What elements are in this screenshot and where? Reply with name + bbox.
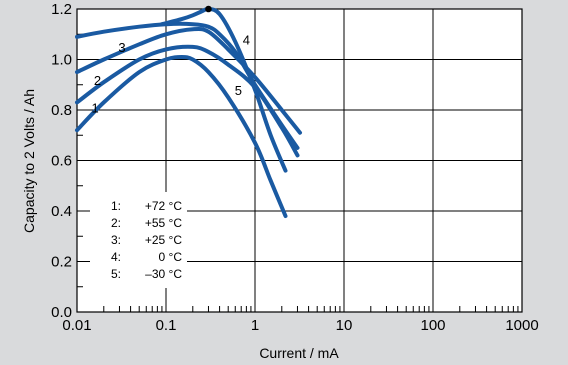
y-axis-label: Capacity to 2 Volts / Ah	[21, 89, 37, 233]
legend: 1: +72 °C 2: +55 °C 3: +25 °C 4: 0 °C 5: –30 °C	[90, 192, 187, 288]
y-tick-labels: 0.0 0.2 0.4 0.6 0.8 1.0 1.2	[51, 1, 72, 321]
curve-label-5: 5	[235, 83, 242, 98]
plot-frame	[76, 8, 523, 313]
x-tick-label: 100	[420, 317, 445, 334]
y-tick-label: 0.8	[51, 102, 72, 119]
curve-label-4: 4	[243, 32, 250, 47]
curve-label-1: 1	[92, 101, 99, 116]
series-line-4	[75, 21, 300, 150]
series-line-5	[159, 6, 288, 173]
y-tick-label: 1.0	[51, 52, 72, 69]
minor-ticks	[77, 33, 519, 312]
legend-entry-id: 5:	[111, 267, 121, 281]
x-tick-label: 0.1	[156, 317, 177, 334]
legend-entry-id: 1:	[111, 199, 121, 213]
series-group	[75, 6, 302, 218]
legend-entry-id: 3:	[111, 233, 121, 247]
legend-entry-id: 2:	[111, 216, 121, 230]
legend-entry-value: +25 °C	[145, 233, 182, 247]
x-tick-label: 10	[336, 317, 353, 334]
y-tick-label: 0.2	[51, 254, 72, 271]
x-tick-labels: 0.01 0.1 1 10 100 1000	[62, 317, 538, 334]
legend-entry-value: –30 °C	[145, 267, 182, 281]
x-axis-label: Current / mA	[259, 345, 339, 361]
legend-entry-id: 4:	[111, 250, 121, 264]
legend-entry-value: 0 °C	[159, 250, 183, 264]
legend-entry-value: +55 °C	[145, 216, 182, 230]
series-line-3	[75, 26, 302, 135]
y-tick-label: 0.6	[51, 153, 72, 170]
x-tick-label: 0.01	[62, 317, 91, 334]
curve-label-3: 3	[118, 40, 125, 55]
curve-labels: 1 2 3 4 5	[92, 32, 250, 115]
peak-marker	[205, 5, 212, 13]
curve-label-2: 2	[94, 73, 101, 88]
series-line-1	[75, 54, 288, 218]
x-tick-label: 1	[251, 317, 259, 334]
legend-entry-value: +72 °C	[145, 199, 182, 213]
y-tick-label: 1.2	[51, 1, 72, 18]
x-tick-label: 1000	[505, 317, 538, 334]
legend-box	[90, 192, 187, 288]
y-tick-label: 0.4	[51, 203, 72, 220]
y-tick-label: 0.0	[51, 304, 72, 321]
